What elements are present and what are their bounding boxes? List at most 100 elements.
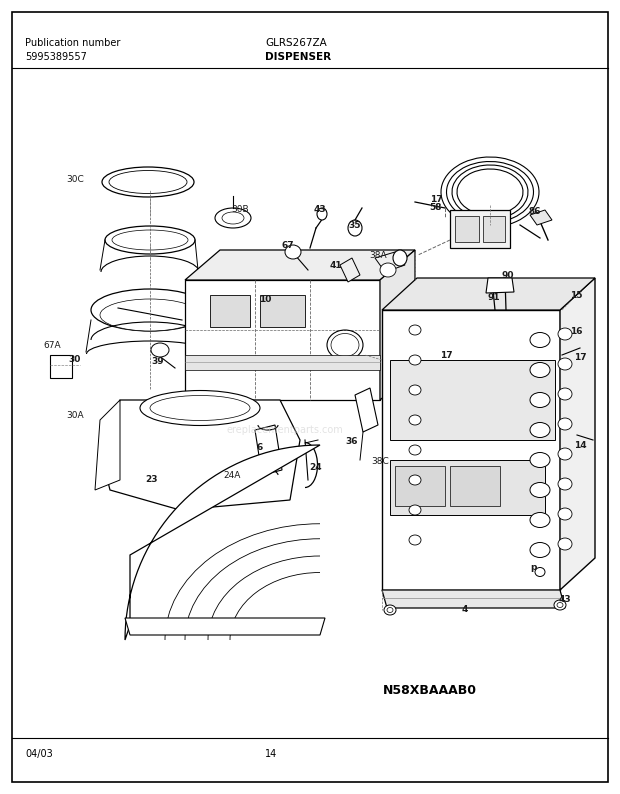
Ellipse shape (102, 167, 194, 197)
Text: 5995389557: 5995389557 (25, 52, 87, 62)
Polygon shape (185, 280, 380, 400)
Text: 24: 24 (309, 464, 322, 472)
Bar (395, 466, 445, 506)
Text: 23: 23 (146, 476, 158, 484)
Polygon shape (125, 618, 325, 635)
Ellipse shape (222, 212, 244, 224)
Ellipse shape (537, 325, 559, 345)
Ellipse shape (530, 453, 550, 468)
Text: 17: 17 (430, 195, 442, 205)
Ellipse shape (409, 505, 421, 515)
Ellipse shape (348, 220, 362, 236)
Ellipse shape (409, 385, 421, 395)
Ellipse shape (105, 226, 195, 254)
Text: Publication number: Publication number (25, 38, 120, 48)
Polygon shape (100, 400, 300, 510)
Polygon shape (450, 210, 510, 248)
Ellipse shape (409, 475, 421, 485)
Ellipse shape (409, 415, 421, 425)
Ellipse shape (387, 607, 393, 612)
Ellipse shape (534, 291, 556, 309)
Ellipse shape (558, 478, 572, 490)
Bar (260, 295, 305, 327)
Text: 6: 6 (257, 444, 263, 453)
Ellipse shape (558, 388, 572, 400)
Polygon shape (355, 388, 378, 432)
Ellipse shape (384, 605, 396, 615)
Ellipse shape (109, 171, 187, 194)
Text: 58: 58 (429, 203, 441, 213)
Ellipse shape (100, 299, 200, 331)
Text: 67: 67 (281, 241, 294, 250)
Text: 43: 43 (314, 206, 326, 214)
Text: 04/03: 04/03 (25, 749, 53, 759)
Ellipse shape (409, 355, 421, 365)
Ellipse shape (409, 535, 421, 545)
Text: 91: 91 (488, 294, 500, 303)
Ellipse shape (558, 508, 572, 520)
Text: 30B: 30B (231, 206, 249, 214)
Ellipse shape (530, 287, 560, 313)
Text: 36: 36 (346, 437, 358, 446)
Polygon shape (375, 252, 405, 272)
Polygon shape (50, 355, 72, 378)
Bar (185, 355, 380, 370)
Ellipse shape (409, 445, 421, 455)
Text: 67A: 67A (43, 341, 61, 349)
Ellipse shape (558, 328, 572, 340)
Polygon shape (95, 400, 120, 490)
Text: 10: 10 (259, 295, 271, 305)
Text: p: p (530, 564, 536, 572)
Ellipse shape (558, 538, 572, 550)
Polygon shape (255, 425, 282, 475)
Text: ereplacementparts.com: ereplacementparts.com (227, 425, 343, 435)
Bar (210, 295, 250, 327)
Text: 90: 90 (502, 272, 514, 280)
Text: 15: 15 (570, 291, 582, 300)
Ellipse shape (530, 483, 550, 498)
Ellipse shape (393, 250, 407, 266)
Text: GLRS267ZA: GLRS267ZA (265, 38, 327, 48)
Ellipse shape (380, 263, 396, 277)
Text: 35: 35 (348, 221, 361, 229)
Polygon shape (340, 258, 360, 282)
Ellipse shape (558, 448, 572, 460)
Text: 14: 14 (574, 441, 587, 449)
Ellipse shape (557, 603, 563, 607)
Text: 17: 17 (440, 350, 453, 360)
Ellipse shape (150, 395, 250, 421)
Text: 24A: 24A (223, 471, 241, 480)
Ellipse shape (558, 358, 572, 370)
Text: 16: 16 (570, 327, 582, 337)
Bar (390, 360, 555, 440)
Bar (390, 460, 545, 515)
Ellipse shape (530, 363, 550, 377)
Ellipse shape (285, 245, 301, 259)
Ellipse shape (554, 600, 566, 610)
Text: DISPENSER: DISPENSER (265, 52, 331, 62)
Text: N58XBAAAB0: N58XBAAAB0 (383, 684, 477, 696)
Text: 41: 41 (330, 260, 342, 269)
Polygon shape (268, 290, 290, 308)
Polygon shape (486, 278, 514, 293)
Text: 43: 43 (559, 596, 571, 604)
Text: 14: 14 (265, 749, 277, 759)
Bar (455, 216, 479, 242)
Text: 17: 17 (574, 353, 587, 363)
Ellipse shape (151, 343, 169, 357)
Ellipse shape (530, 542, 550, 557)
Polygon shape (382, 590, 565, 608)
Bar (450, 466, 500, 506)
Text: 86: 86 (529, 207, 541, 217)
Ellipse shape (530, 422, 550, 437)
Ellipse shape (317, 208, 327, 220)
Ellipse shape (530, 512, 550, 527)
Ellipse shape (535, 568, 545, 576)
Ellipse shape (409, 325, 421, 335)
Text: 38C: 38C (371, 457, 389, 467)
Ellipse shape (558, 418, 572, 430)
Polygon shape (125, 445, 320, 640)
Ellipse shape (530, 333, 550, 348)
Polygon shape (560, 278, 595, 590)
Text: 30C: 30C (66, 175, 84, 184)
